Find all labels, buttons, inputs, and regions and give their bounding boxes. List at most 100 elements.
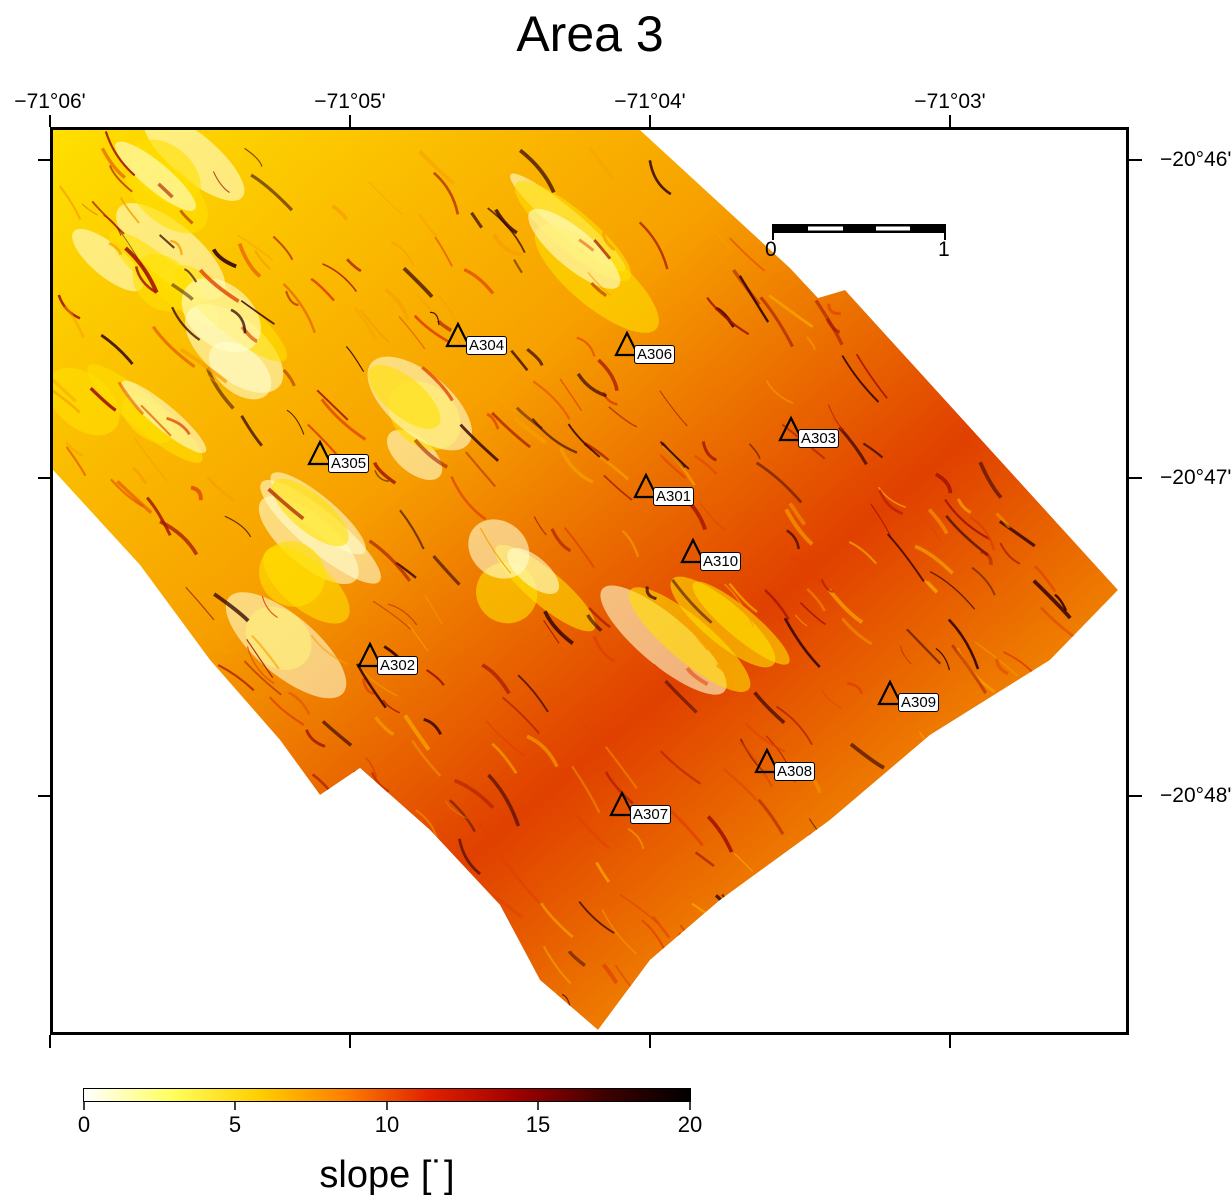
station-label-a304: A304 — [466, 336, 508, 355]
slope-streak — [969, 516, 996, 551]
slope-streak — [429, 311, 440, 326]
slope-streak — [786, 529, 800, 550]
slope-streak — [305, 729, 326, 748]
colorbar-label-5: 5 — [228, 1112, 242, 1137]
slope-streak — [601, 963, 619, 984]
station-triangle-icon — [877, 679, 903, 706]
slope-streak — [237, 242, 262, 278]
slope-streak — [399, 509, 425, 550]
station-triangle-icon — [307, 439, 333, 466]
slope-streak — [166, 416, 191, 436]
slope-streak — [592, 635, 616, 663]
slope-streak — [387, 603, 418, 626]
slope-streak — [799, 602, 826, 626]
slope-streak — [444, 800, 469, 819]
slope-streak — [827, 588, 864, 625]
station-triangle-icon — [614, 330, 640, 357]
slope-streak — [246, 646, 275, 684]
slope-streak — [237, 234, 274, 261]
slope-streak — [465, 451, 496, 488]
slope-streak — [526, 734, 559, 768]
map-title: Area 3 — [516, 6, 664, 62]
slope-streak — [916, 508, 942, 542]
slope-streak — [53, 376, 77, 403]
slope-streak — [346, 258, 362, 273]
slope-streak — [733, 852, 754, 873]
slope-streak — [463, 268, 495, 295]
slope-streak — [310, 634, 349, 666]
slope-streak — [240, 299, 275, 325]
slope-streak — [648, 160, 672, 196]
slope-streak — [365, 757, 378, 778]
slope-streak — [806, 336, 816, 351]
slope-streak — [240, 414, 263, 447]
slope-streak — [794, 614, 808, 627]
slope-streak — [254, 249, 272, 271]
low-slope-patch — [507, 547, 560, 594]
slope-streak — [267, 487, 305, 521]
slope-streak — [413, 314, 451, 344]
slope-streak — [653, 663, 669, 683]
slope-streak — [701, 441, 718, 462]
slope-streak — [491, 411, 532, 449]
slope-streak — [659, 390, 688, 427]
slope-streak — [877, 486, 906, 508]
slope-streak — [494, 208, 518, 235]
slope-streak — [841, 355, 880, 403]
slope-streak — [391, 241, 415, 267]
low-slope-patch — [271, 478, 349, 547]
slope-streak — [956, 498, 972, 514]
slope-streak — [638, 221, 669, 270]
slope-streak — [151, 325, 196, 369]
slope-streak — [827, 404, 844, 431]
slope-streak — [723, 583, 754, 627]
slope-streak — [310, 277, 336, 302]
slope-streak — [368, 180, 403, 215]
slope-streak — [995, 658, 1009, 676]
slope-streak — [848, 540, 878, 565]
slope-streak — [211, 248, 237, 269]
slope-streak — [779, 581, 800, 613]
slope-streak — [418, 149, 455, 185]
slope-streak — [320, 398, 367, 441]
slope-streak — [421, 366, 454, 402]
lon-label-3: −71°04' — [614, 90, 686, 113]
slope-streak — [426, 669, 445, 686]
slope-streak — [999, 542, 1021, 565]
scale-start-label: 0 — [765, 238, 777, 261]
slope-streak — [947, 618, 980, 670]
slope-streak — [171, 306, 201, 341]
slope-streak — [604, 746, 638, 789]
lon-label-2: −71°05' — [314, 90, 386, 113]
slope-streak — [251, 634, 280, 670]
slope-streak — [486, 412, 500, 430]
station-label-a302: A302 — [377, 656, 419, 675]
low-slope-patch — [72, 228, 144, 292]
station-label-a306: A306 — [634, 345, 676, 364]
slope-streak — [595, 861, 611, 883]
slope-streak — [134, 438, 169, 483]
slope-streak — [559, 446, 594, 484]
slope-streak — [602, 231, 616, 252]
slope-streak — [268, 696, 305, 726]
slope-streak — [526, 347, 544, 366]
station-triangle-icon — [609, 790, 635, 817]
slope-streak — [576, 372, 607, 398]
low-slope-patch — [368, 365, 441, 430]
colorbar-title: slope [˙] — [319, 1154, 455, 1196]
slope-streak — [924, 578, 939, 594]
slope-streak — [345, 346, 365, 372]
slope-streak — [124, 246, 159, 294]
slope-streak — [517, 674, 549, 713]
slope-streak — [64, 305, 85, 338]
slope-streak — [699, 502, 726, 531]
slope-streak — [825, 317, 841, 334]
slope-streak — [728, 582, 758, 613]
slope-streak — [744, 722, 786, 753]
slope-streak — [224, 515, 252, 538]
slope-streak — [771, 609, 785, 625]
slope-streak — [423, 718, 443, 736]
station-triangle-icon — [357, 641, 383, 668]
